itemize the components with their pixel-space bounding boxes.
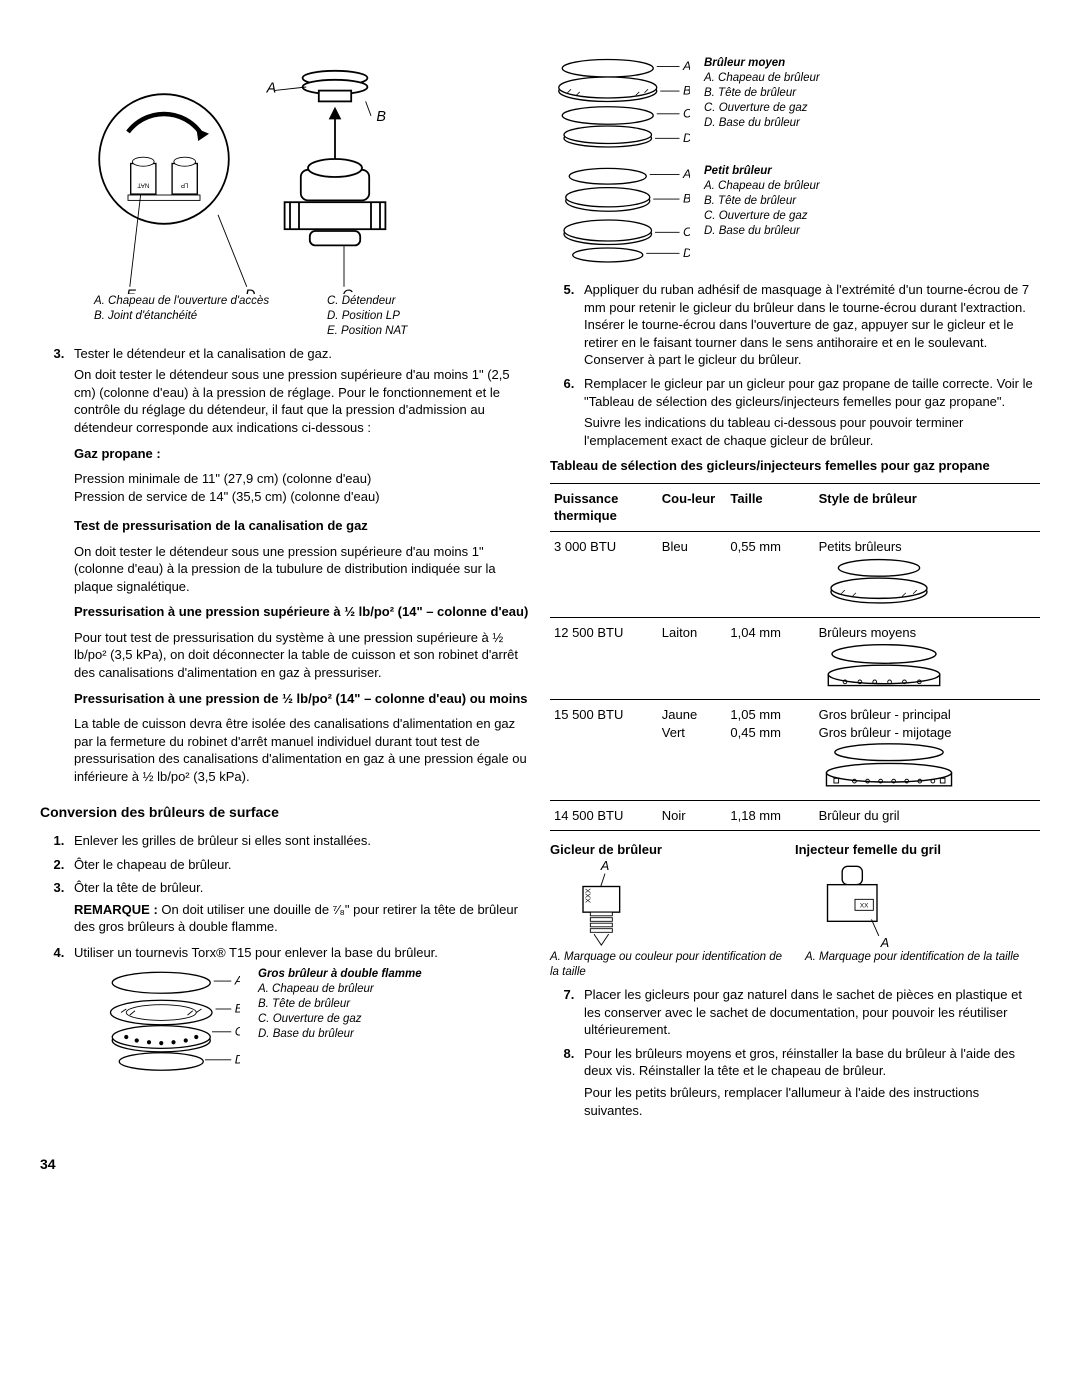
legB: B. Tête de brûleur <box>258 997 422 1012</box>
conv-step1: Enlever les grilles de brûleur si elles … <box>68 832 530 850</box>
moyen-burner-icon <box>819 641 949 693</box>
svg-text:LP: LP <box>181 181 189 188</box>
table-row: 3 000 BTU Bleu 0,55 mm Petits brûleurs <box>550 531 1040 617</box>
th2: Cou-leur <box>658 483 727 531</box>
svg-text:C: C <box>235 1025 240 1039</box>
th3: Taille <box>726 483 814 531</box>
remark-label: REMARQUE : <box>74 902 158 917</box>
svg-text:A: A <box>682 59 690 73</box>
gaz-title: Gaz propane : <box>74 445 530 463</box>
svg-text:B: B <box>683 192 690 206</box>
gicleur-legend: A. Marquage ou couleur pour identificati… <box>550 950 785 980</box>
legend-a: A. Chapeau de l'ouverture d'accès <box>94 294 297 309</box>
gaz-line2: Pression de service de 14" (35,5 cm) (co… <box>74 488 530 506</box>
page-number: 34 <box>40 1155 1040 1174</box>
step-8: Pour les brûleurs moyens et gros, réinst… <box>578 1045 1040 1119</box>
injecteur-legend: A. Marquage pour identification de la ta… <box>805 950 1040 980</box>
presB-title: Pressurisation à une pression de ½ lb/po… <box>74 690 530 708</box>
petit-burner-diagram: A B C D <box>550 164 690 269</box>
svg-text:XX: XX <box>860 902 869 909</box>
label-A: A <box>266 80 277 96</box>
table-row: 12 500 BTU Laiton 1,04 mm Brûleurs moyen… <box>550 617 1040 700</box>
svg-text:XXX: XXX <box>583 888 592 903</box>
svg-text:E: E <box>126 287 136 294</box>
svg-text:A: A <box>682 167 690 181</box>
gros-double-title: Gros brûleur à double flamme <box>258 967 422 982</box>
moyen-burner-diagram: A B C D <box>550 56 690 152</box>
petit-title: Petit brûleur <box>704 164 820 179</box>
legA: A. Chapeau de brûleur <box>258 982 422 997</box>
conv-step3: Ôter la tête de brûleur. REMARQUE : On d… <box>68 879 530 936</box>
gicleur-label: Gicleur de brûleur <box>550 841 795 859</box>
presB-para: La table de cuisson devra être isolée de… <box>74 715 530 785</box>
step-3: Tester le détendeur et la canalisation d… <box>68 345 530 785</box>
gaz-line1: Pression minimale de 11" (27,9 cm) (colo… <box>74 470 530 488</box>
test-title: Test de pressurisation de la canalisatio… <box>74 517 530 535</box>
petit-burner-icon <box>819 555 939 610</box>
test-para: On doit tester le détendeur sous une pre… <box>74 543 530 596</box>
svg-text:D: D <box>245 287 255 294</box>
svg-text:B: B <box>683 84 690 98</box>
conv-step4: Utiliser un tournevis Torx® T15 pour enl… <box>68 944 530 962</box>
gros-burner-icon <box>819 741 959 793</box>
presA-para: Pour tout test de pressurisation du syst… <box>74 629 530 682</box>
legD: D. Base du brûleur <box>258 1027 422 1042</box>
legend-b: B. Joint d'étanchéité <box>94 309 297 324</box>
step3-p1: Tester le détendeur et la canalisation d… <box>74 346 332 361</box>
step-7: Placer les gicleurs pour gaz naturel dan… <box>578 986 1040 1039</box>
step-5: Appliquer du ruban adhésif de masquage à… <box>578 281 1040 369</box>
th1: Puissance thermique <box>550 483 658 531</box>
svg-text:D: D <box>235 1053 240 1067</box>
svg-text:C: C <box>342 287 353 294</box>
gros-burner-diagram: A B C D <box>100 967 240 1072</box>
legC: C. Ouverture de gaz <box>258 1012 422 1027</box>
legend-c: C. Détendeur <box>327 294 530 309</box>
orifice-table: Puissance thermique Cou-leur Taille Styl… <box>550 483 1040 831</box>
table-title: Tableau de sélection des gicleurs/inject… <box>550 457 1040 475</box>
section-conversion-title: Conversion des brûleurs de surface <box>40 803 530 822</box>
legend-d: D. Position LP <box>327 309 530 324</box>
step-6: Remplacer le gicleur par un gicleur pour… <box>578 375 1040 449</box>
svg-text:D: D <box>683 246 690 260</box>
legend-e: E. Position NAT <box>327 324 530 339</box>
svg-text:D: D <box>683 131 690 145</box>
injecteur-label: Injecteur femelle du gril <box>795 841 1040 859</box>
gicleur-diagram: A XXX <box>550 859 790 951</box>
injecteur-diagram: XX A <box>800 859 1040 951</box>
svg-text:B: B <box>376 109 386 125</box>
step3-p2: On doit tester le détendeur sous une pre… <box>74 366 530 436</box>
table-row: 14 500 BTU Noir 1,18 mm Brûleur du gril <box>550 800 1040 831</box>
svg-text:C: C <box>683 225 690 239</box>
svg-text:A: A <box>600 859 610 873</box>
svg-text:NAT: NAT <box>137 181 149 188</box>
th4: Style de brûleur <box>815 483 1040 531</box>
svg-text:B: B <box>235 1002 240 1016</box>
svg-text:A: A <box>880 935 890 950</box>
regulator-diagram: NAT LP <box>74 60 530 339</box>
svg-text:A: A <box>234 974 240 988</box>
svg-text:C: C <box>683 106 690 120</box>
moyen-title: Brûleur moyen <box>704 56 820 71</box>
conv-step2: Ôter le chapeau de brûleur. <box>68 856 530 874</box>
presA-title: Pressurisation à une pression supérieure… <box>74 603 530 621</box>
table-row: 15 500 BTU Jaune Vert 1,05 mm 0,45 mm Gr… <box>550 700 1040 800</box>
